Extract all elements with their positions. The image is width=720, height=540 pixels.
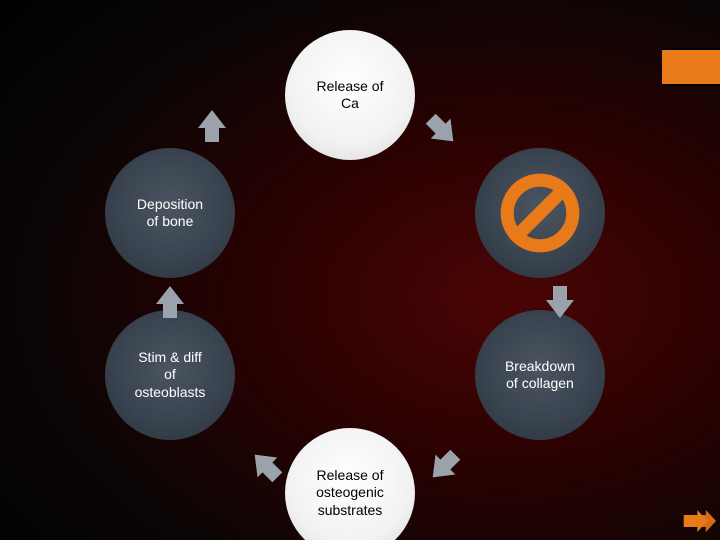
node-label: Stim & diffofosteoblasts — [135, 349, 206, 402]
next-slide-icon[interactable] — [682, 506, 716, 536]
cycle-arrow — [540, 282, 580, 322]
node-label: Breakdownof collagen — [505, 358, 575, 393]
cycle-arrow — [192, 106, 232, 146]
node-label: Release ofosteogenicsubstrates — [316, 467, 384, 520]
cycle-arrow — [150, 282, 190, 322]
node-stim-diff: Stim & diffofosteoblasts — [105, 310, 235, 440]
node-substrates: Release ofosteogenicsubstrates — [285, 428, 415, 540]
accent-bar — [662, 48, 720, 86]
node-deposition: Depositionof bone — [105, 148, 235, 278]
node-breakdown: Breakdownof collagen — [475, 310, 605, 440]
node-label: Release ofCa — [317, 78, 384, 113]
prohibit-icon — [499, 172, 581, 254]
cycle-arrow — [416, 438, 473, 495]
node-release-ca: Release ofCa — [285, 30, 415, 160]
node-label: Depositionof bone — [137, 196, 203, 231]
cycle-arrow — [414, 102, 471, 159]
